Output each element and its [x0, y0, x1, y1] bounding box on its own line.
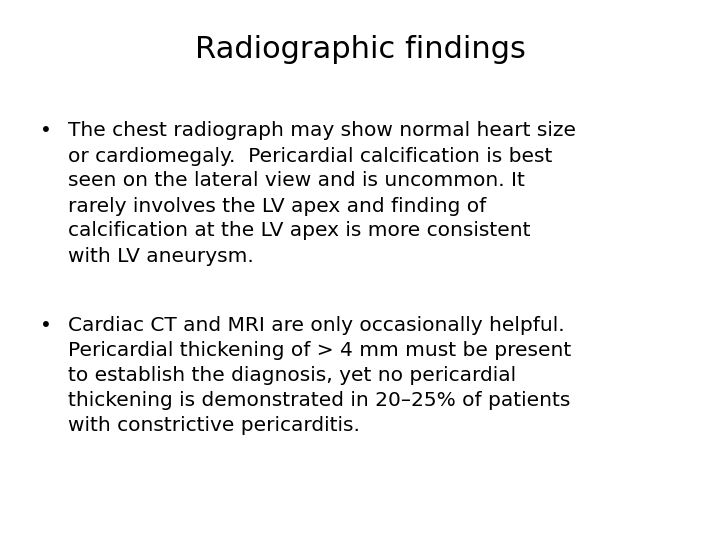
Text: •: •: [40, 316, 51, 335]
Text: Radiographic findings: Radiographic findings: [194, 35, 526, 64]
Text: Cardiac CT and MRI are only occasionally helpful.
Pericardial thickening of > 4 : Cardiac CT and MRI are only occasionally…: [68, 316, 572, 435]
Text: The chest radiograph may show normal heart size
or cardiomegaly.  Pericardial ca: The chest radiograph may show normal hea…: [68, 122, 577, 266]
Text: •: •: [40, 122, 51, 140]
